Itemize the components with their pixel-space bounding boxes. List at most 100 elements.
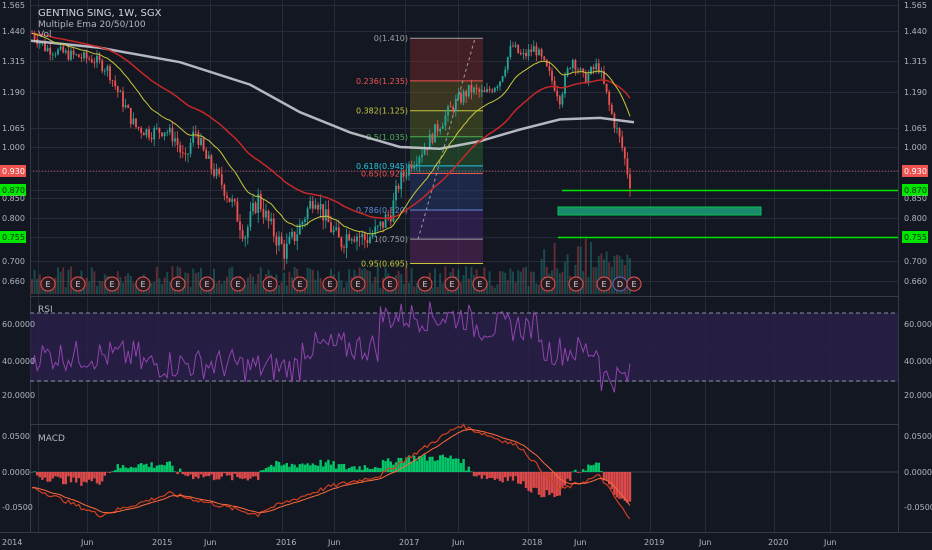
earnings-marker[interactable] (540, 276, 556, 292)
macd-hist-bar (103, 472, 106, 476)
volume-bar (322, 282, 325, 294)
earnings-marker[interactable] (350, 276, 366, 292)
macd-indicator (30, 423, 898, 520)
volume-bar (291, 277, 293, 294)
rsi-axis[interactable]: 60.0000 60.0000 40.0000 40.0000 20.0000 20.00… (2, 320, 932, 400)
volume-label[interactable]: Vol (38, 30, 51, 40)
volume-bar (519, 271, 522, 294)
earnings-marker[interactable] (568, 276, 584, 292)
candle-body (618, 128, 621, 137)
macd-hist-bar (423, 454, 426, 472)
macd-hist-bar (241, 472, 244, 480)
macd-hist-bar (238, 472, 242, 479)
earnings-marker[interactable] (199, 276, 215, 292)
candle-body (233, 199, 236, 202)
macd-title[interactable]: MACD (38, 434, 65, 444)
earnings-marker[interactable] (70, 276, 86, 292)
macd-hist-bar (504, 472, 507, 478)
volume-bar (101, 281, 104, 294)
candle-body (239, 221, 241, 231)
support-zone-0820[interactable] (557, 206, 762, 216)
earnings-marker[interactable] (40, 276, 56, 292)
macd-hist-bar (563, 472, 567, 486)
macd-hist-bar (127, 468, 130, 472)
candle-body (395, 185, 397, 201)
volume-bar (540, 259, 543, 294)
earnings-marker[interactable] (417, 276, 433, 292)
macd-hist-bar (446, 458, 450, 472)
candle-body (343, 247, 345, 249)
volume-bar (470, 267, 473, 294)
fib-level-label: 0.95(0.695) (361, 260, 408, 269)
macd-axis[interactable]: 0.0500 0.0500 0.0000 0.0000 -0.0500 -0.0500 (2, 432, 932, 512)
volume-bar (153, 282, 156, 294)
volume-bar (306, 267, 309, 294)
candle-body (184, 153, 187, 155)
macd-tick-label: -0.0500 (904, 503, 932, 512)
fib-zone (410, 136, 483, 166)
macd-hist-bar (472, 472, 476, 477)
rsi-title[interactable]: RSI (38, 305, 53, 315)
support-drawings[interactable] (30, 170, 898, 239)
earnings-marker[interactable] (104, 276, 120, 292)
price-tick-label: 1.065 (2, 124, 25, 133)
macd-hist-bar (296, 467, 299, 472)
macd-hist-bar (212, 472, 216, 481)
candle-body (129, 107, 132, 125)
macd-hist-bar (532, 472, 535, 488)
candle-body (569, 67, 572, 69)
price-tick-label: 1.065 (904, 124, 927, 133)
fib-level-label: 0.382(1.125) (356, 107, 408, 116)
earnings-marker[interactable] (262, 276, 278, 292)
price-tick-label: 0.660 (904, 277, 927, 286)
earnings-marker[interactable] (170, 276, 186, 292)
price-tick-label: 1.565 (2, 1, 25, 10)
earnings-marker[interactable] (322, 276, 338, 292)
earnings-marker[interactable] (382, 276, 398, 292)
candle-body (504, 69, 507, 77)
volume-bar (371, 282, 374, 294)
macd-hist-bar (537, 472, 541, 495)
fib-zone (410, 165, 483, 174)
candle-body (501, 76, 504, 82)
candle-body (270, 218, 273, 222)
earnings-marker[interactable] (626, 276, 642, 292)
earnings-marker[interactable] (596, 276, 612, 292)
volume-bar (262, 286, 265, 294)
macd-hist-bar (62, 472, 65, 485)
price-tick-label: 0.700 (904, 257, 927, 266)
earnings-marker[interactable] (472, 276, 488, 292)
earnings-marker[interactable] (135, 276, 151, 292)
ema-indicator-label[interactable]: Multiple Ema 20/50/100 (38, 20, 146, 30)
volume-bar (335, 284, 338, 294)
volume-bar (488, 271, 491, 294)
price-axis-right[interactable]: 1.565 1.440 1.315 1.190 1.065 1.000 0.930 0.870… (902, 1, 928, 286)
volume-bar (605, 251, 608, 294)
candle-body (41, 42, 44, 44)
volume-bar (337, 271, 340, 294)
macd-hist-bar (176, 472, 179, 475)
volume-bar (410, 268, 413, 294)
candle-body (584, 72, 587, 84)
time-tick-label: 2018 (522, 538, 542, 547)
price-tick-label: 1.440 (904, 27, 927, 36)
time-axis[interactable]: 2014 Jun 2015 Jun 2016 Jun 2017 Jun 2018 Jun 2019 J… (2, 538, 837, 547)
earnings-marker[interactable] (444, 276, 460, 292)
price-axis-left[interactable]: 1.565 1.440 1.315 1.190 1.065 1.000 0.930 0.870… (0, 1, 26, 286)
earnings-marker[interactable] (292, 276, 308, 292)
candle-body (218, 168, 221, 175)
volume-bar (218, 280, 221, 294)
volume-bar (538, 284, 540, 294)
macd-hist-bar (426, 460, 429, 472)
earnings-marker[interactable] (230, 276, 246, 292)
macd-hist-bar (415, 460, 418, 472)
macd-hist-bar (397, 457, 400, 472)
volume-bar (129, 276, 132, 294)
symbol-title[interactable]: GENTING SING, 1W, SGX (38, 8, 162, 19)
candle-body (551, 70, 553, 81)
macd-hist-bar (597, 462, 600, 472)
macd-hist-bar (475, 472, 478, 477)
macd-hist-bar (116, 464, 119, 472)
